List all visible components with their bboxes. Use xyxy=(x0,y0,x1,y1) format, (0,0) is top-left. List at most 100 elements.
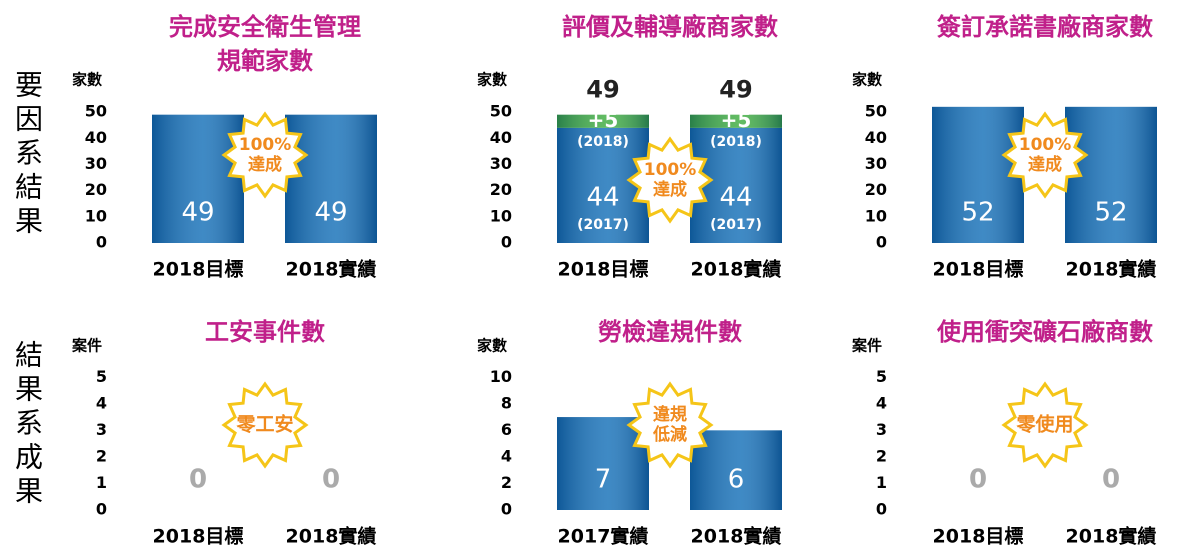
bar-shine xyxy=(557,127,649,243)
y-tick-label: 0 xyxy=(501,233,512,252)
x-tick-label: 2018目標 xyxy=(153,525,244,546)
total-label: 49 xyxy=(719,76,752,104)
y-tick-label: 40 xyxy=(490,128,512,147)
y-tick-label: 5 xyxy=(876,367,887,386)
value-label: 0 xyxy=(189,465,207,495)
bar-shine xyxy=(690,114,782,128)
y-tick-label: 8 xyxy=(501,393,512,412)
series-label: (2018) xyxy=(710,134,762,150)
y-tick-label: 0 xyxy=(501,500,512,519)
chart-title: 評價及輔導廠商家數 xyxy=(562,13,778,41)
y-tick-label: 4 xyxy=(501,446,512,465)
y-tick-label: 30 xyxy=(85,154,107,173)
y-tick-label: 5 xyxy=(96,367,107,386)
y-tick-label: 2 xyxy=(876,446,887,465)
y-tick-label: 6 xyxy=(501,420,512,439)
badge-text: 零工安 xyxy=(235,413,293,436)
y-tick-label: 40 xyxy=(85,128,107,147)
y-axis-label: 家數 xyxy=(72,71,102,89)
chart-title: 完成安全衛生管理 xyxy=(169,13,361,41)
y-tick-label: 20 xyxy=(85,180,107,199)
badge-text: 零使用 xyxy=(1015,414,1073,436)
y-tick-label: 1 xyxy=(876,473,887,492)
badge-star xyxy=(626,136,714,224)
row-label: 要因系結果 xyxy=(11,70,44,240)
value-label: 7 xyxy=(595,465,612,495)
y-tick-label: 40 xyxy=(865,128,887,147)
badge-text: 達成 xyxy=(1028,154,1062,175)
badge-text: 達成 xyxy=(653,179,687,200)
y-axis-label: 家數 xyxy=(477,71,507,89)
x-tick-label: 2018實績 xyxy=(286,258,377,281)
y-axis-label: 案件 xyxy=(71,337,102,355)
value-label: 0 xyxy=(969,465,987,495)
value-label: 52 xyxy=(961,198,994,228)
y-tick-label: 3 xyxy=(96,420,107,439)
y-tick-label: 50 xyxy=(490,102,512,121)
y-axis-label: 案件 xyxy=(851,337,882,355)
x-tick-label: 2018目標 xyxy=(933,258,1024,281)
value-label: 49 xyxy=(181,198,214,228)
series-label: (2017) xyxy=(577,217,629,233)
y-tick-label: 0 xyxy=(876,500,887,519)
bar-shine xyxy=(557,417,649,510)
y-tick-label: 30 xyxy=(490,154,512,173)
total-label: 49 xyxy=(586,76,619,104)
value-label: 52 xyxy=(1094,198,1127,228)
x-tick-label: 2018目標 xyxy=(933,525,1024,546)
chart-title: 規範家數 xyxy=(217,47,313,75)
bar-shine xyxy=(557,114,649,128)
value-label: 49 xyxy=(314,198,347,228)
y-tick-label: 0 xyxy=(876,233,887,252)
badge-text: 100% xyxy=(1019,135,1072,155)
y-tick-label: 0 xyxy=(96,500,107,519)
x-tick-label: 2018實績 xyxy=(286,525,377,546)
chart-title: 勞檢違規件數 xyxy=(598,318,742,346)
row-label: 結果系成果 xyxy=(11,340,44,510)
badge-text: 100% xyxy=(644,160,697,180)
badge-star xyxy=(221,111,309,199)
y-axis-label: 家數 xyxy=(477,337,507,355)
value-label: 44 xyxy=(586,183,619,213)
y-tick-label: 0 xyxy=(96,233,107,252)
chart-title: 工安事件數 xyxy=(205,318,325,346)
y-tick-label: 50 xyxy=(85,102,107,121)
badge-text: 違規 xyxy=(653,404,687,425)
y-tick-label: 4 xyxy=(96,393,107,412)
badge-star xyxy=(221,381,309,469)
series-label: (2018) xyxy=(577,134,629,150)
value-label: +5 xyxy=(588,108,619,132)
y-tick-label: 3 xyxy=(876,420,887,439)
y-tick-label: 2 xyxy=(501,473,512,492)
y-tick-label: 10 xyxy=(865,206,887,225)
y-tick-label: 4 xyxy=(876,393,887,412)
y-tick-label: 50 xyxy=(865,102,887,121)
value-label: 0 xyxy=(1102,465,1120,495)
badge-text: 低減 xyxy=(652,424,687,445)
chart-title: 使用衝突礦石廠商數 xyxy=(936,318,1153,346)
y-tick-label: 2 xyxy=(96,446,107,465)
y-axis-label: 家數 xyxy=(852,71,882,89)
badge-star xyxy=(626,381,714,469)
y-tick-label: 10 xyxy=(490,206,512,225)
y-tick-label: 10 xyxy=(85,206,107,225)
badge-star xyxy=(1001,111,1089,199)
value-label: 6 xyxy=(728,465,745,495)
badge-star xyxy=(1001,381,1089,469)
badge-text: 達成 xyxy=(248,154,282,175)
value-label: 0 xyxy=(322,465,340,495)
value-label: 44 xyxy=(719,183,752,213)
y-tick-label: 1 xyxy=(96,473,107,492)
x-tick-label: 2018實績 xyxy=(1066,525,1157,546)
x-tick-label: 2018目標 xyxy=(558,258,649,281)
badge-text: 100% xyxy=(239,135,292,155)
y-tick-label: 10 xyxy=(490,367,512,386)
y-tick-label: 30 xyxy=(865,154,887,173)
value-label: +5 xyxy=(721,108,752,132)
series-label: (2017) xyxy=(710,217,762,233)
y-tick-label: 20 xyxy=(490,180,512,199)
y-tick-label: 20 xyxy=(865,180,887,199)
x-tick-label: 2017實績 xyxy=(558,525,649,546)
chart-title: 簽訂承諾書廠商家數 xyxy=(937,13,1153,41)
